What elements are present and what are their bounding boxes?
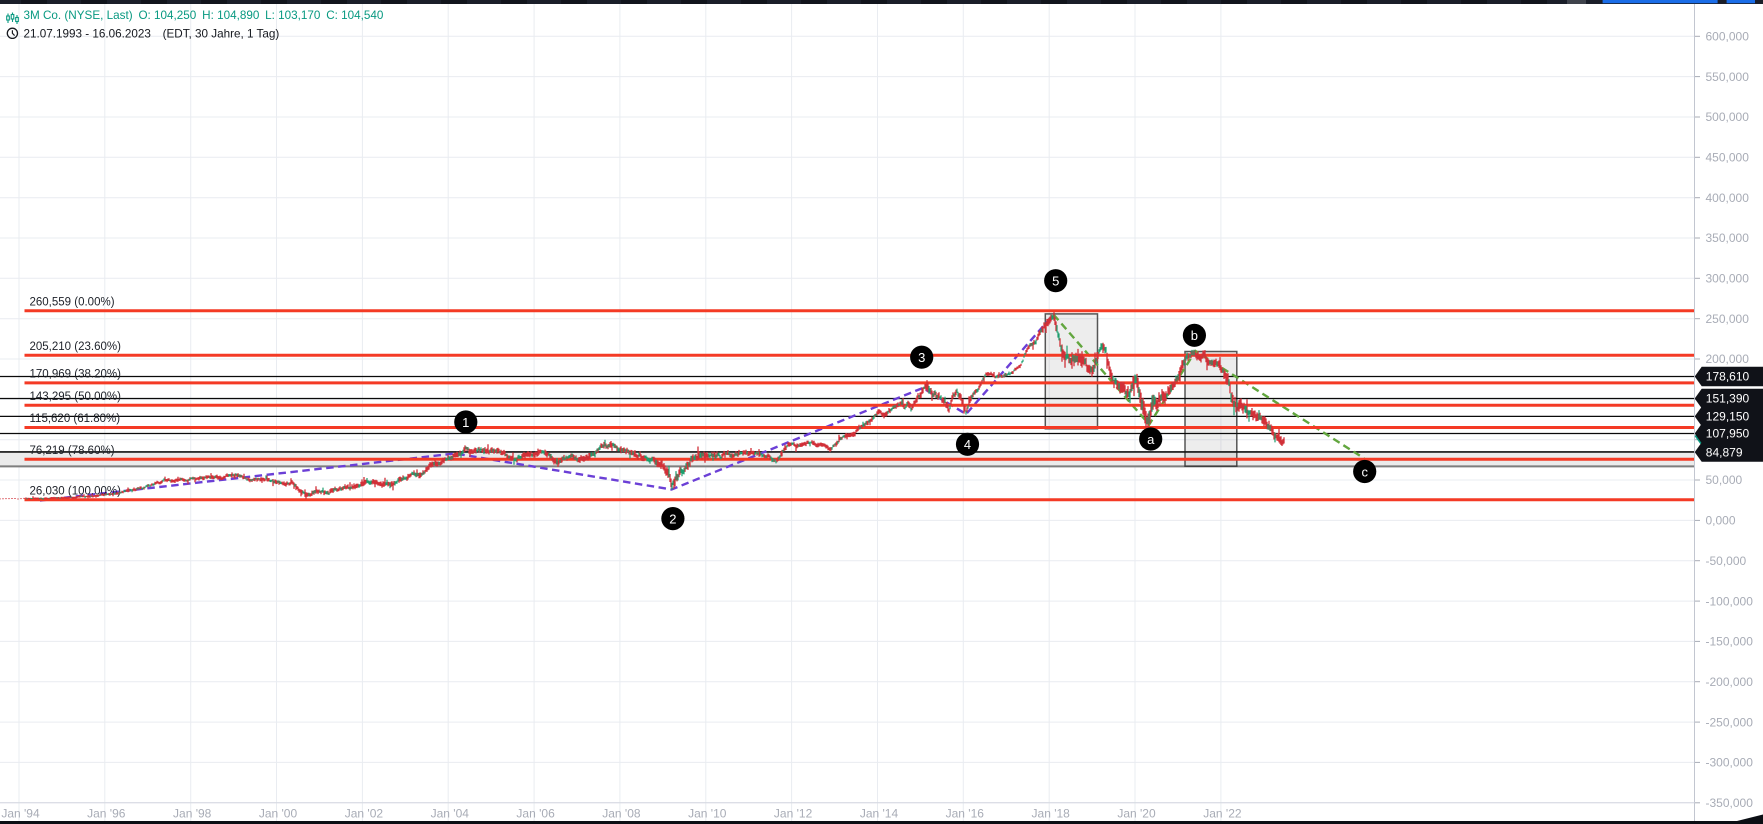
svg-text:129,150: 129,150 [1706, 410, 1750, 424]
svg-text:-200,000: -200,000 [1706, 675, 1754, 689]
svg-text:350,000: 350,000 [1706, 231, 1750, 245]
svg-text:Jan '22: Jan '22 [1203, 807, 1242, 821]
svg-text:a: a [1147, 432, 1155, 447]
svg-text:205,210 (23.60%): 205,210 (23.60%) [30, 341, 122, 353]
svg-text:151,390: 151,390 [1706, 392, 1750, 406]
svg-text:Jan '20: Jan '20 [1117, 807, 1156, 821]
svg-text:Jan '00: Jan '00 [259, 807, 298, 821]
svg-text:Jan '14: Jan '14 [860, 807, 899, 821]
svg-text:4: 4 [964, 437, 971, 452]
svg-text:26,030 (100.00%): 26,030 (100.00%) [30, 485, 122, 497]
svg-text:250,000: 250,000 [1706, 312, 1750, 326]
svg-text:Jan '04: Jan '04 [431, 807, 470, 821]
svg-text:-100,000: -100,000 [1706, 594, 1754, 608]
svg-text:0,000: 0,000 [1706, 514, 1736, 528]
svg-text:-150,000: -150,000 [1706, 635, 1754, 649]
svg-text:450,000: 450,000 [1706, 151, 1750, 165]
svg-text:2: 2 [669, 511, 676, 526]
svg-text:3M Co. (NYSE, Last) O: 104,250: 3M Co. (NYSE, Last) O: 104,250 H: 104,89… [24, 9, 384, 22]
svg-text:115,620 (61.80%): 115,620 (61.80%) [30, 413, 121, 425]
svg-text:-250,000: -250,000 [1706, 715, 1754, 729]
svg-text:21.07.1993 - 16.06.2023 (EDT,: 21.07.1993 - 16.06.2023 (EDT, 30 Jahre, … [24, 27, 280, 40]
svg-text:Jan '02: Jan '02 [345, 807, 384, 821]
svg-text:Jan '98: Jan '98 [173, 807, 212, 821]
svg-text:Jan '96: Jan '96 [87, 807, 126, 821]
svg-text:1: 1 [462, 415, 469, 430]
svg-text:Jan '12: Jan '12 [774, 807, 813, 821]
svg-text:Jan '06: Jan '06 [516, 807, 555, 821]
svg-text:600,000: 600,000 [1706, 30, 1750, 44]
svg-text:50,000: 50,000 [1706, 473, 1743, 487]
svg-text:107,950: 107,950 [1706, 427, 1750, 441]
svg-text:550,000: 550,000 [1706, 70, 1750, 84]
svg-text:84,879: 84,879 [1706, 445, 1743, 459]
svg-text:Jan '94: Jan '94 [1, 807, 40, 821]
svg-text:143,295 (50.00%): 143,295 (50.00%) [30, 391, 122, 403]
svg-text:Jan '18: Jan '18 [1032, 807, 1071, 821]
svg-text:200,000: 200,000 [1706, 352, 1750, 366]
svg-text:500,000: 500,000 [1706, 110, 1750, 124]
svg-text:300,000: 300,000 [1706, 272, 1750, 286]
svg-text:Jan '10: Jan '10 [688, 807, 727, 821]
svg-text:5: 5 [1052, 274, 1059, 289]
svg-text:76,219 (78.60%): 76,219 (78.60%) [30, 445, 115, 457]
svg-text:3: 3 [918, 350, 925, 365]
svg-text:Jan '16: Jan '16 [946, 807, 985, 821]
svg-text:170,969 (38.20%): 170,969 (38.20%) [30, 369, 122, 381]
svg-text:-50,000: -50,000 [1706, 554, 1747, 568]
svg-text:-350,000: -350,000 [1706, 796, 1754, 810]
svg-text:c: c [1361, 464, 1368, 479]
svg-text:400,000: 400,000 [1706, 191, 1750, 205]
svg-text:260,559 (0.00%): 260,559 (0.00%) [30, 296, 115, 308]
svg-text:178,610: 178,610 [1706, 370, 1750, 384]
svg-text:b: b [1191, 328, 1198, 343]
svg-text:-300,000: -300,000 [1706, 756, 1754, 770]
svg-text:Jan '08: Jan '08 [602, 807, 641, 821]
